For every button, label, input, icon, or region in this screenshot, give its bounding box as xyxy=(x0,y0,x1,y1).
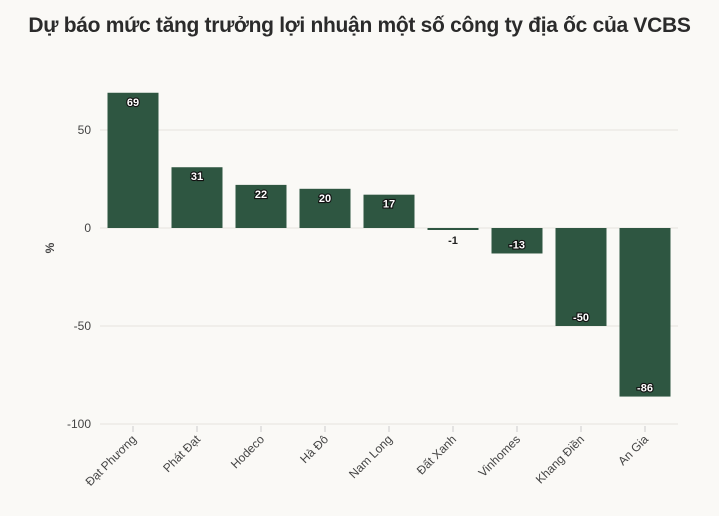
bar xyxy=(491,228,543,254)
bar xyxy=(363,194,415,228)
data-label: 22 xyxy=(255,189,267,201)
bar xyxy=(299,188,351,228)
y-tick-label: 0 xyxy=(84,221,91,235)
data-label: 17 xyxy=(383,199,395,211)
data-label: -1 xyxy=(448,235,458,247)
bar xyxy=(555,228,607,326)
data-label: -86 xyxy=(637,383,653,395)
chart-title: Dự báo mức tăng trưởng lợi nhuận một số … xyxy=(28,14,691,37)
data-label: -50 xyxy=(573,312,589,324)
x-tick-label: Hà Đô xyxy=(297,432,331,466)
x-tick-label: Hodeco xyxy=(228,432,267,471)
bar xyxy=(427,228,479,230)
bar xyxy=(107,92,159,228)
x-tick-label: Đất Xanh xyxy=(414,432,459,477)
x-tick-label: An Gia xyxy=(615,432,651,468)
bar xyxy=(235,184,287,228)
data-label: 69 xyxy=(127,97,139,109)
y-tick-label: -100 xyxy=(67,417,91,431)
y-tick-label: -50 xyxy=(74,319,92,333)
x-tick-label: Đạt Phương xyxy=(83,432,140,489)
x-tick-label: Phát Đạt xyxy=(160,432,203,475)
y-tick-label: 50 xyxy=(78,123,92,137)
x-tick-label: Nam Long xyxy=(346,432,395,481)
bar xyxy=(171,167,223,228)
data-label: -13 xyxy=(509,239,525,251)
y-axis-label: % xyxy=(43,242,57,253)
x-tick-label: Vinhomes xyxy=(476,432,523,479)
bar xyxy=(619,228,671,397)
data-label: 31 xyxy=(191,171,203,183)
data-label: 20 xyxy=(319,193,331,205)
x-tick-label: Khang Điền xyxy=(533,432,587,486)
